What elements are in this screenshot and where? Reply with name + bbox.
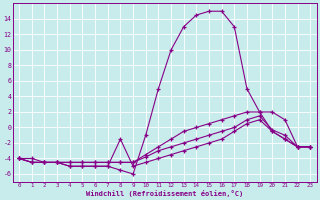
X-axis label: Windchill (Refroidissement éolien,°C): Windchill (Refroidissement éolien,°C) — [86, 190, 243, 197]
